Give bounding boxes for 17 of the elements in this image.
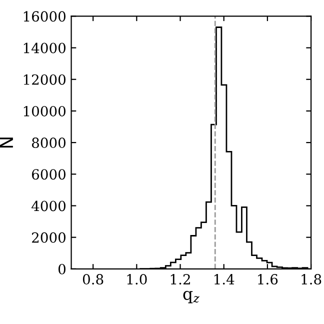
y-tick-label: 8000: [32, 138, 66, 148]
x-tick-label: 1.8: [302, 274, 322, 285]
x-tick-label: 1.6: [258, 274, 278, 285]
x-axis-title: q$_{z}$: [183, 290, 200, 304]
y-tick-label: 0: [58, 264, 66, 274]
x-tick-label: 1.4: [214, 274, 234, 285]
x-tick-label: 1.2: [170, 274, 190, 285]
y-tick-label: 12000: [24, 74, 66, 85]
y-tick-label: 16000: [24, 11, 66, 22]
y-tick-label: 2000: [32, 232, 66, 243]
y-tick-label: 10000: [24, 106, 66, 116]
y-axis-title: N: [0, 138, 13, 148]
x-tick-label: 1.0: [127, 274, 147, 285]
y-tick-label: 6000: [32, 169, 66, 180]
x-tick-label: 0.8: [82, 274, 104, 285]
y-tick-label: 14000: [24, 42, 66, 54]
y-tick-label: 4000: [32, 200, 66, 212]
